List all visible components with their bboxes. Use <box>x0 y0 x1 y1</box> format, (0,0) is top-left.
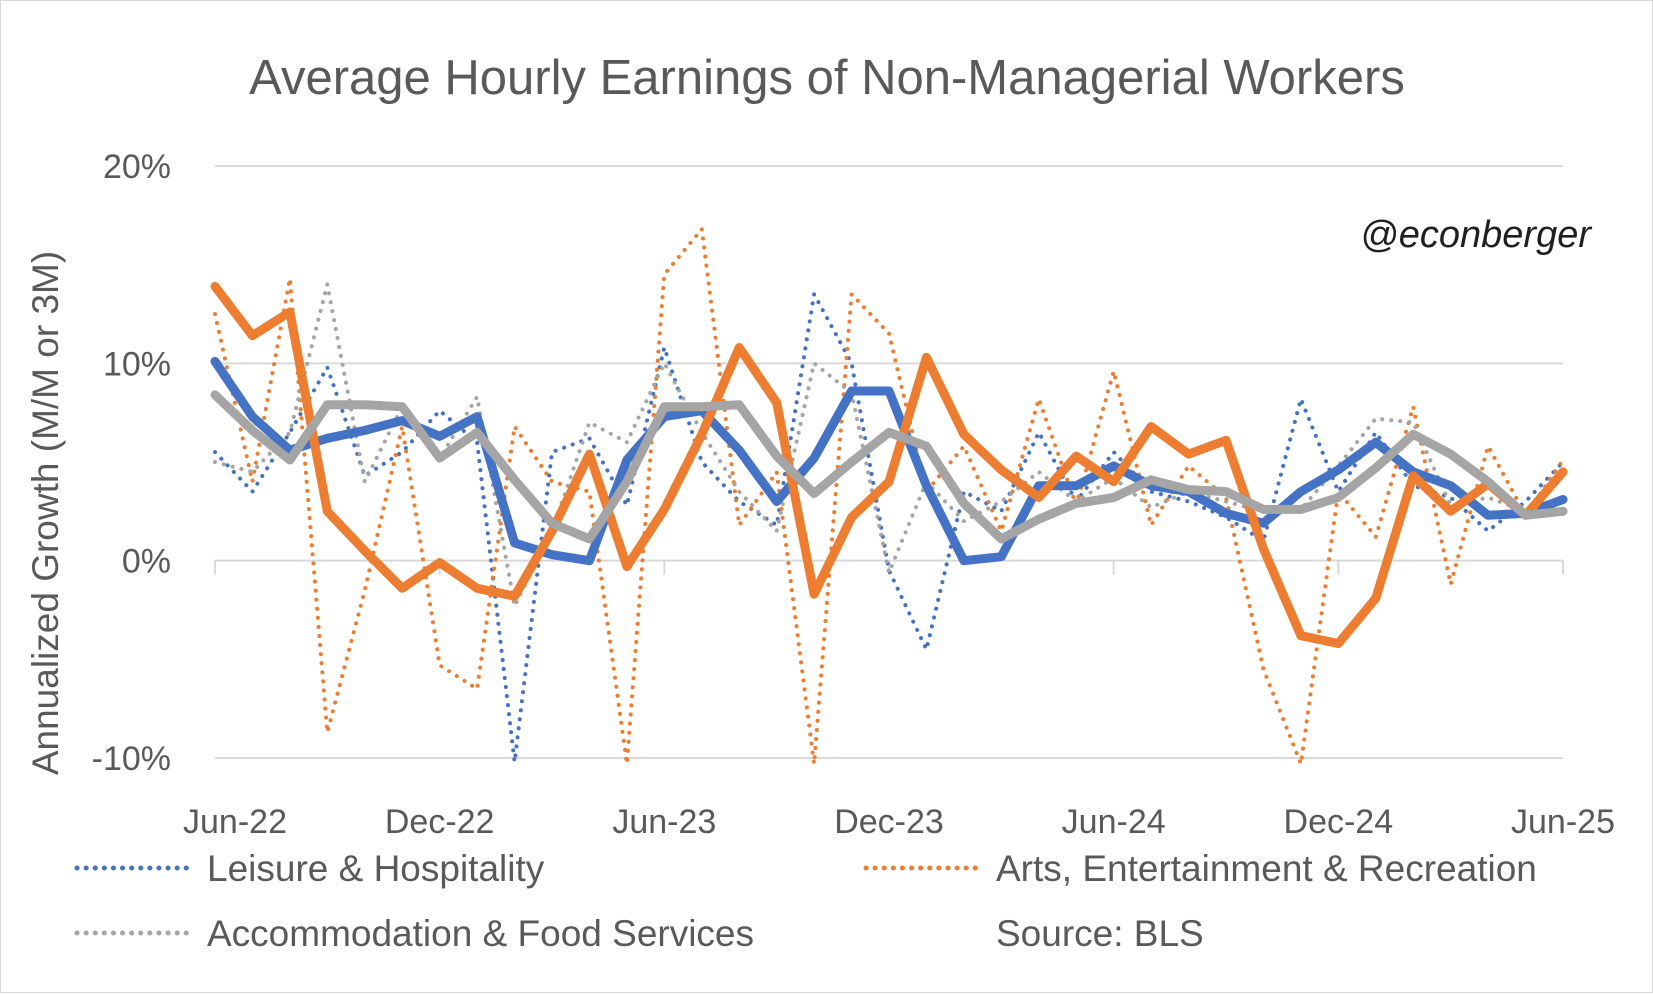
y-tick-label: 10% <box>103 345 171 383</box>
legend-item-arts-entertainment-recreation: Arts, Entertainment & Recreation <box>863 848 1537 889</box>
x-tick-label: Jun-22 <box>183 803 287 841</box>
series-line-leisure-hospitality <box>213 292 1565 764</box>
legend-label-leisure-hospitality: Leisure & Hospitality <box>207 848 545 889</box>
x-tick-label: Dec-23 <box>834 803 944 841</box>
source-note: Source: BLS <box>996 913 1204 954</box>
legend-item-accommodation-food-services: Accommodation & Food Services <box>74 913 754 954</box>
y-tick-label: 0% <box>122 543 171 581</box>
x-tick-label: Jun-23 <box>612 803 716 841</box>
x-tick-label: Dec-22 <box>385 803 495 841</box>
x-tick-labels: Jun-22 Dec-22 Jun-23 Dec-23 Jun-24 Dec-24 Jun-… <box>183 803 1615 841</box>
chart-title: Average Hourly Earnings of Non-Manageria… <box>249 51 1405 105</box>
y-axis-label: Annualized Growth (M/M or 3M) <box>25 251 66 775</box>
series-layer <box>210 227 1568 766</box>
gridlines <box>215 165 1563 759</box>
watermark-handle: @econberger <box>1360 214 1592 256</box>
legend-label-arts-entertainment-recreation: Arts, Entertainment & Recreation <box>996 848 1537 889</box>
legend-item-leisure-hospitality: Leisure & Hospitality <box>74 848 545 889</box>
series-line-accommodation-food-services-3m <box>210 390 1568 544</box>
x-tick-label: Dec-24 <box>1284 803 1394 841</box>
series-line-leisure-hospitality-3m <box>210 356 1568 566</box>
x-tick-label: Jun-24 <box>1062 803 1166 841</box>
y-tick-labels: 20% 10% 0% -10% <box>92 148 171 778</box>
series-line-arts-entertainment-recreation-3m <box>210 281 1568 648</box>
legend: Leisure & Hospitality Arts, Entertainmen… <box>74 848 1537 954</box>
y-tick-label: 20% <box>103 148 171 186</box>
legend-label-accommodation-food-services: Accommodation & Food Services <box>207 913 754 954</box>
y-tick-label: -10% <box>92 740 171 778</box>
series-line-arts-entertainment-recreation <box>213 227 1565 766</box>
x-tick-label: Jun-25 <box>1511 803 1615 841</box>
